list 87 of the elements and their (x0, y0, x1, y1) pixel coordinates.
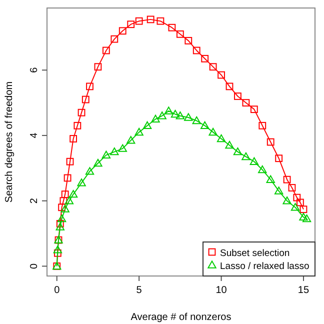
point (134, 128, 144, 136)
point (290, 203, 300, 211)
point (266, 138, 274, 146)
point (53, 246, 62, 254)
point (282, 196, 292, 204)
point (176, 30, 184, 38)
point (209, 63, 217, 71)
point (225, 140, 234, 149)
point (146, 16, 154, 24)
point (135, 17, 143, 25)
point (293, 194, 301, 202)
point (226, 82, 234, 90)
point (78, 108, 86, 116)
point (86, 82, 94, 90)
point (126, 136, 136, 144)
point (176, 112, 185, 120)
legend-label: Lasso / relaxed lasso (220, 261, 310, 272)
point (274, 186, 284, 194)
point (296, 198, 304, 206)
point (110, 147, 119, 156)
point (66, 158, 74, 166)
point (258, 122, 266, 130)
x-tick-label: 15 (298, 285, 310, 296)
point (233, 147, 242, 156)
point (85, 167, 94, 175)
y-tick-label: 4 (29, 132, 40, 138)
point (68, 190, 78, 198)
point (61, 190, 69, 198)
point (74, 122, 82, 130)
point (200, 121, 210, 130)
point (299, 212, 308, 221)
point (110, 35, 118, 43)
point (94, 158, 102, 167)
point (302, 214, 312, 222)
y-axis-title: Search degrees of freedom (4, 81, 15, 203)
point (64, 196, 74, 204)
point (77, 178, 86, 186)
x-tick-label: 0 (54, 285, 60, 296)
point (258, 165, 267, 174)
point (234, 92, 242, 100)
point (82, 96, 90, 104)
point (275, 154, 283, 162)
point (57, 214, 66, 222)
point (242, 99, 250, 106)
point (250, 106, 258, 114)
point (58, 204, 66, 212)
point (60, 197, 68, 205)
point (208, 128, 218, 136)
point (300, 206, 308, 214)
point (192, 46, 200, 54)
y-tick-label: 0 (29, 262, 40, 269)
point (158, 112, 166, 120)
legend-label: Subset selection (220, 248, 290, 259)
point (170, 110, 180, 118)
point (184, 113, 193, 121)
x-axis-title: Average # of nonzeros (130, 312, 232, 323)
point (242, 152, 250, 160)
point (94, 63, 102, 71)
y-tick-label: 6 (29, 66, 40, 73)
point (201, 54, 209, 62)
point (250, 157, 259, 165)
point (156, 17, 164, 25)
point (102, 150, 111, 158)
y-tick-label: 2 (29, 198, 40, 204)
point (218, 71, 225, 79)
point (266, 175, 275, 183)
point (142, 121, 152, 130)
point (288, 184, 296, 192)
point (56, 220, 64, 228)
x-tick-label: 10 (216, 285, 228, 296)
point (56, 222, 64, 230)
point (118, 27, 126, 35)
point (184, 36, 192, 44)
point (102, 46, 110, 54)
point (127, 20, 135, 28)
point (151, 114, 160, 122)
point (216, 134, 226, 142)
point (283, 176, 291, 184)
point (164, 106, 174, 114)
point (54, 249, 62, 257)
x-tick-label: 5 (136, 285, 142, 296)
point (70, 135, 78, 142)
point (64, 174, 72, 182)
point (168, 24, 176, 32)
point (60, 204, 70, 212)
point (118, 144, 127, 152)
point (192, 116, 201, 124)
